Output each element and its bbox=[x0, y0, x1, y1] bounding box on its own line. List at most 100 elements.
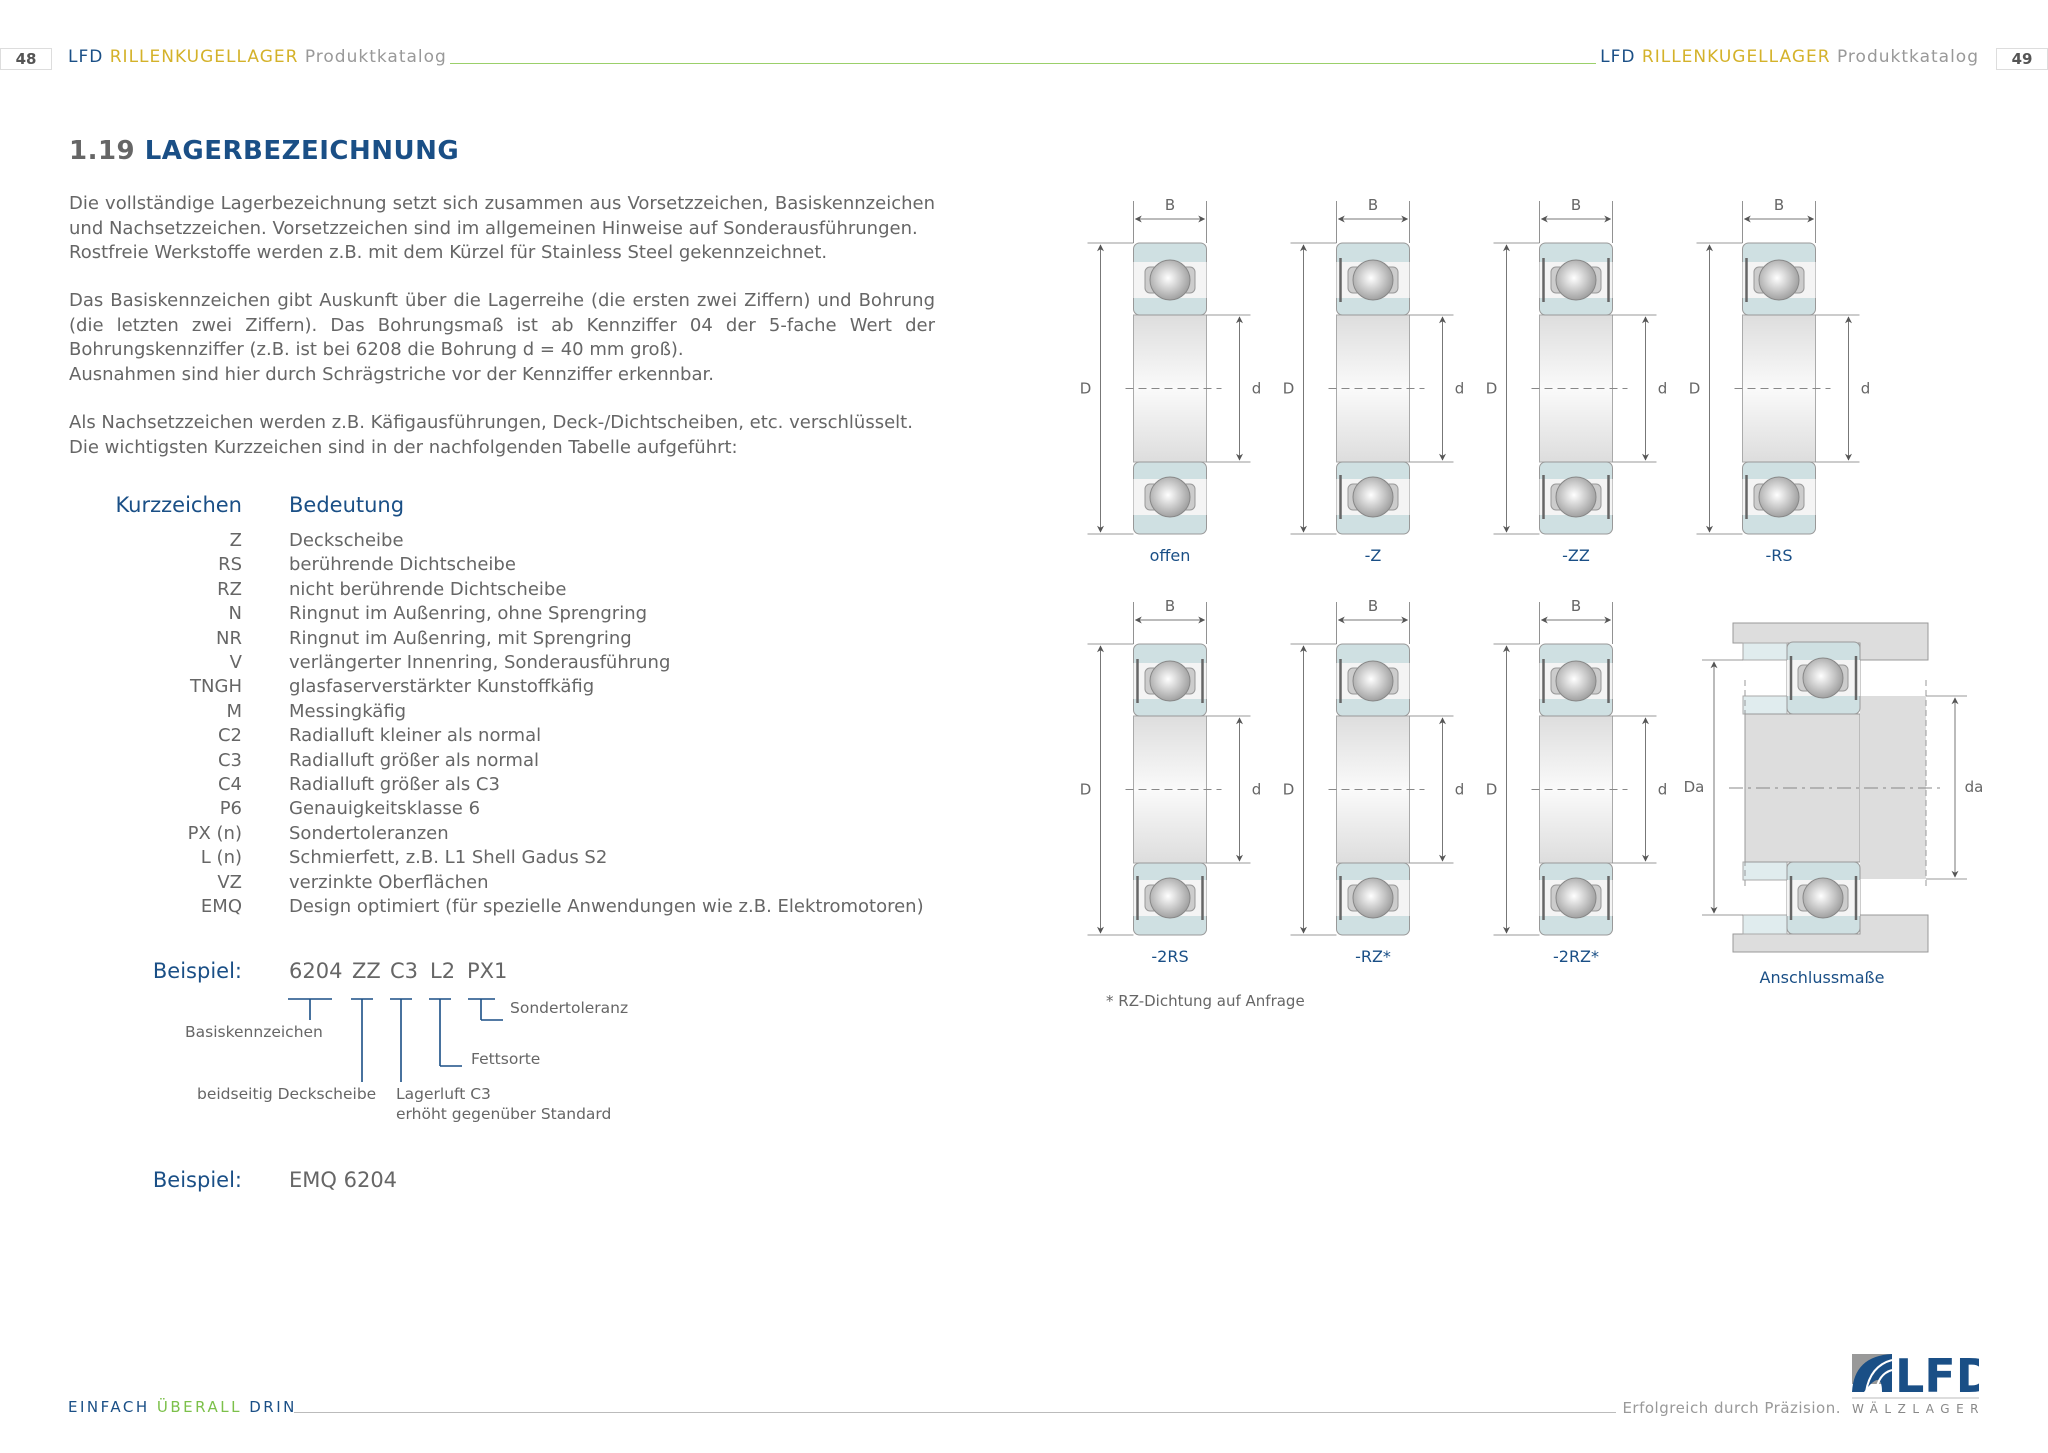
title-number: 1.19 bbox=[69, 136, 136, 166]
paragraph-3: Als Nachsetzzeichen werden z.B. Käfigaus… bbox=[69, 411, 935, 460]
dim-label-d: d bbox=[1658, 380, 1668, 398]
table-row-meaning: Messingkäfig bbox=[289, 700, 407, 722]
page-title: 1.19 LAGERBEZEICHNUNG bbox=[69, 136, 459, 166]
table-row-meaning: Ringnut im Außenring, mit Sprengring bbox=[289, 627, 632, 649]
footer-slogan: EINFACH ÜBERALL DRIN bbox=[68, 1398, 297, 1416]
table-row-meaning: Sondertoleranzen bbox=[289, 822, 449, 844]
annotation-px1: Sondertoleranz bbox=[510, 999, 629, 1017]
ball bbox=[1555, 660, 1597, 702]
bearing-diagram: B D d -Z bbox=[1283, 196, 1465, 565]
lfd-logo: LFD WÄLZLAGER bbox=[1852, 1349, 1994, 1418]
header-left: LFD RILLENKUGELLAGER Produktkatalog bbox=[68, 47, 447, 67]
table-row-meaning: Radialluft größer als normal bbox=[289, 749, 539, 771]
table-row-code: RZ bbox=[217, 578, 242, 600]
title-text: LAGERBEZEICHNUNG bbox=[144, 136, 460, 166]
paragraph-2: Das Basiskennzeichen gibt Auskunft über … bbox=[69, 289, 935, 387]
table-header-meaning: Bedeutung bbox=[289, 493, 405, 517]
bearing-label: -2RS bbox=[1151, 947, 1188, 966]
example-token: 6204 bbox=[289, 959, 343, 983]
example-token: C3 bbox=[390, 959, 419, 983]
ball bbox=[1555, 877, 1597, 919]
header-catalog: Produktkatalog bbox=[304, 47, 447, 67]
annotation-basis: Basiskennzeichen bbox=[185, 1023, 323, 1041]
dim-label-d: d bbox=[1455, 380, 1465, 398]
header-right: LFD RILLENKUGELLAGER Produktkatalog bbox=[1600, 47, 1979, 67]
example-2-label: Beispiel: bbox=[152, 1168, 242, 1192]
table-row-code: C3 bbox=[217, 749, 242, 771]
header-brand: LFD bbox=[68, 47, 104, 67]
table-header-code: Kurzzeichen bbox=[115, 493, 242, 517]
dim-label-D: D bbox=[1080, 380, 1092, 398]
table-row-code: VZ bbox=[217, 871, 242, 893]
table-row-code: NR bbox=[216, 627, 242, 649]
text: Das Basiskennzeichen gibt Auskunft über … bbox=[69, 290, 935, 360]
dim-label-D: D bbox=[1486, 781, 1498, 799]
mounting-diagram: Da da Anschlussmaße bbox=[1684, 622, 1984, 987]
logo-arch-icon: LFD WÄLZLAGER bbox=[1852, 1349, 1994, 1416]
bearing-diagram: B D d offen bbox=[1080, 196, 1262, 565]
header-brand: LFD bbox=[1600, 47, 1636, 67]
bearing-diagram: B D d -ZZ bbox=[1486, 196, 1668, 565]
dim-label-B: B bbox=[1774, 196, 1784, 214]
table-row-meaning: verlängerter Innenring, Sonderausführung bbox=[289, 652, 671, 673]
dim-label-B: B bbox=[1368, 196, 1378, 214]
dim-label-d: d bbox=[1252, 781, 1262, 799]
table-row-meaning: Genauigkeitsklasse 6 bbox=[289, 798, 481, 820]
slogan-word: ÜBERALL bbox=[156, 1398, 242, 1416]
table-row-code: V bbox=[229, 652, 242, 673]
header-catalog: Produktkatalog bbox=[1836, 47, 1979, 67]
dim-label-D: D bbox=[1080, 781, 1092, 799]
dim-label-da: da bbox=[1965, 778, 1984, 796]
dim-label-Da: Da bbox=[1684, 778, 1705, 796]
footer-tagline: Erfolgreich durch Präzision. bbox=[1622, 1399, 1841, 1417]
ball bbox=[1149, 476, 1191, 518]
table-row-meaning: Schmierfett, z.B. L1 Shell Gadus S2 bbox=[289, 847, 608, 869]
table-row-meaning: Radialluft größer als C3 bbox=[289, 774, 500, 795]
table-row-code: PX (n) bbox=[187, 822, 242, 844]
bearing-diagram: B D d -RS bbox=[1689, 196, 1871, 565]
ball bbox=[1352, 259, 1394, 301]
dim-label-D: D bbox=[1283, 380, 1295, 398]
dim-label-D: D bbox=[1283, 781, 1295, 799]
example-1-brackets bbox=[288, 998, 503, 1082]
ball bbox=[1149, 877, 1191, 919]
svg-text:WÄLZLAGER: WÄLZLAGER bbox=[1852, 1401, 1979, 1416]
ball bbox=[1352, 476, 1394, 518]
page-number-left: 48 bbox=[0, 48, 52, 70]
text: Die vollständige Lagerbezeichnung setzt … bbox=[69, 193, 935, 239]
dim-label-B: B bbox=[1165, 597, 1175, 615]
table-row-meaning: Ringnut im Außenring, ohne Sprengring bbox=[289, 603, 648, 625]
ball bbox=[1149, 660, 1191, 702]
bearing-label: -RZ* bbox=[1355, 947, 1391, 966]
table-row-meaning: Radialluft kleiner als normal bbox=[289, 725, 542, 747]
text: Als Nachsetzzeichen werden z.B. Käfigaus… bbox=[69, 412, 913, 433]
table-row-code: P6 bbox=[219, 798, 242, 820]
ball bbox=[1149, 259, 1191, 301]
dim-label-B: B bbox=[1368, 597, 1378, 615]
mounting-label: Anschlussmaße bbox=[1760, 968, 1885, 987]
table-row-meaning: verzinkte Oberflächen bbox=[289, 871, 489, 893]
table-row-code: RS bbox=[218, 554, 242, 576]
example-2-value: EMQ 6204 bbox=[289, 1168, 398, 1192]
ball bbox=[1758, 476, 1800, 518]
dim-label-B: B bbox=[1571, 196, 1581, 214]
dim-label-d: d bbox=[1455, 781, 1465, 799]
header-divider bbox=[450, 63, 1596, 64]
dim-label-B: B bbox=[1571, 597, 1581, 615]
table-row-code: C2 bbox=[217, 725, 242, 747]
ball bbox=[1352, 877, 1394, 919]
annotation-c3-line1: Lagerluft C3 bbox=[396, 1085, 491, 1103]
ball bbox=[1352, 660, 1394, 702]
table-row-code: C4 bbox=[217, 774, 242, 795]
ball bbox=[1758, 259, 1800, 301]
bearing-label: -Z bbox=[1365, 546, 1382, 565]
paragraph-1: Die vollständige Lagerbezeichnung setzt … bbox=[69, 192, 935, 266]
dim-label-d: d bbox=[1252, 380, 1262, 398]
dim-label-B: B bbox=[1165, 196, 1175, 214]
table-row-code: Z bbox=[229, 530, 242, 551]
example-token: L2 bbox=[430, 959, 456, 983]
text: Ausnahmen sind hier durch Schrägstriche … bbox=[69, 363, 714, 385]
ball bbox=[1802, 657, 1844, 699]
ball bbox=[1555, 476, 1597, 518]
